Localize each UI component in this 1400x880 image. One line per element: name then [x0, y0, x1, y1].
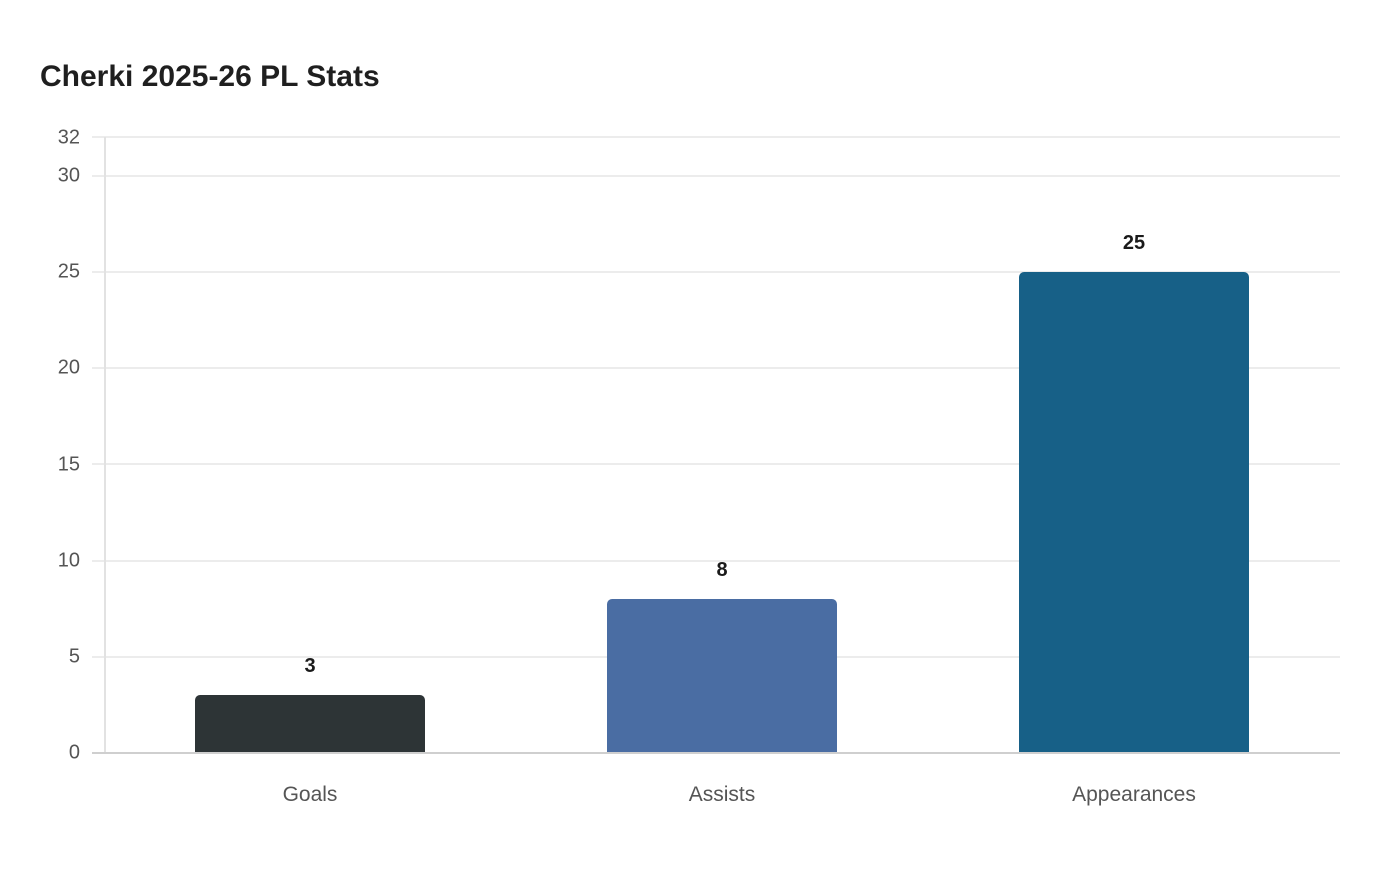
gridline-10 — [92, 560, 1340, 562]
value-label-appearances: 25 — [1122, 232, 1146, 254]
chart-title: Cherki 2025-26 PL Stats — [40, 60, 380, 93]
y-axis-line — [104, 137, 106, 753]
gridline-30 — [92, 175, 1340, 177]
y-tick-label: 10 — [57, 549, 80, 572]
x-label-appearances: Appearances — [1072, 783, 1196, 806]
y-tick-label: 30 — [57, 164, 80, 187]
gridline-32 — [92, 136, 1340, 138]
y-tick-label: 32 — [57, 126, 80, 149]
value-label-assists: 8 — [716, 559, 728, 581]
x-label-goals: Goals — [282, 783, 338, 806]
x-axis-line — [92, 752, 1340, 754]
plot-area: 0 5 10 15 20 25 30 32 3 8 25 Goals Assis… — [58, 127, 1340, 806]
gridline-15 — [92, 463, 1340, 465]
gridline-20 — [92, 367, 1340, 369]
y-tick-label: 0 — [68, 741, 80, 764]
x-label-assists: Assists — [688, 783, 756, 806]
value-label-goals: 3 — [304, 655, 316, 677]
y-tick-label: 20 — [57, 356, 80, 379]
bar-assists[interactable] — [607, 599, 837, 753]
bar-goals[interactable] — [195, 695, 425, 753]
y-tick-label: 25 — [57, 260, 80, 283]
bar-appearances[interactable] — [1019, 272, 1249, 753]
gridline-25 — [92, 271, 1340, 273]
y-tick-label: 15 — [57, 453, 80, 476]
y-tick-label: 5 — [68, 645, 80, 668]
